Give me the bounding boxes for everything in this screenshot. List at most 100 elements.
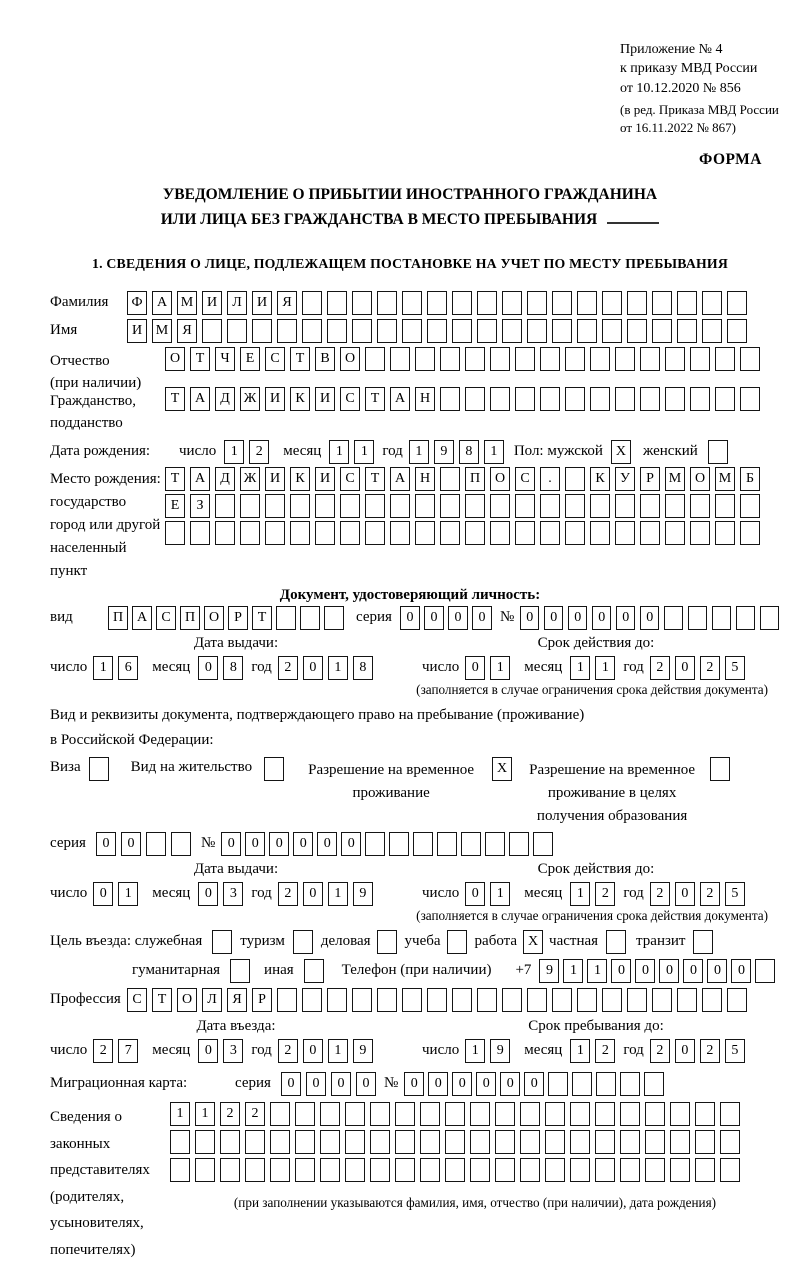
char-cell[interactable]: 0	[305, 1072, 326, 1097]
char-cell[interactable]	[390, 494, 410, 519]
char-cell[interactable]	[595, 1158, 615, 1183]
char-cell[interactable]: 0	[95, 832, 116, 857]
char-cell[interactable]: 7	[118, 1039, 139, 1064]
char-cell[interactable]: У	[615, 467, 635, 492]
char-cell[interactable]: 0	[317, 832, 338, 857]
char-cell[interactable]	[365, 494, 385, 519]
char-cell[interactable]: 1	[224, 440, 245, 465]
char-cell[interactable]	[377, 291, 397, 316]
char-cell[interactable]	[240, 521, 260, 546]
char-cell[interactable]	[596, 1072, 617, 1097]
char-cell[interactable]	[437, 832, 458, 857]
char-cell[interactable]	[490, 347, 510, 372]
char-cell[interactable]	[590, 521, 610, 546]
char-cell[interactable]	[345, 1130, 365, 1155]
char-cell[interactable]	[300, 606, 320, 631]
char-cell[interactable]	[736, 606, 756, 631]
char-cell[interactable]	[345, 1158, 365, 1183]
char-cell[interactable]: 0	[635, 959, 656, 984]
char-cell[interactable]: 0	[731, 959, 752, 984]
char-cell[interactable]	[490, 521, 510, 546]
char-cell[interactable]	[377, 319, 397, 344]
char-cell[interactable]	[527, 291, 547, 316]
char-cell[interactable]: 0	[302, 1039, 323, 1064]
char-cell[interactable]	[377, 988, 397, 1013]
char-cell[interactable]	[515, 347, 535, 372]
char-cell[interactable]: 9	[352, 1039, 373, 1064]
char-cell[interactable]	[220, 1130, 240, 1155]
char-cell[interactable]: О	[204, 606, 224, 631]
char-cell[interactable]: 9	[352, 882, 373, 907]
char-cell[interactable]: 8	[223, 656, 244, 681]
char-cell[interactable]: 1	[587, 959, 608, 984]
char-cell[interactable]	[465, 521, 485, 546]
char-cell[interactable]	[292, 930, 313, 955]
char-cell[interactable]: Ч	[215, 347, 235, 372]
char-cell[interactable]: 1	[93, 656, 114, 681]
char-cell[interactable]	[615, 521, 635, 546]
char-cell[interactable]	[390, 347, 410, 372]
char-cell[interactable]	[652, 319, 672, 344]
char-cell[interactable]	[195, 1158, 215, 1183]
char-cell[interactable]	[602, 291, 622, 316]
char-cell[interactable]: 0	[447, 606, 468, 631]
char-cell[interactable]	[652, 988, 672, 1013]
char-cell[interactable]: Б	[740, 467, 760, 492]
char-cell[interactable]	[565, 494, 585, 519]
char-cell[interactable]	[395, 1158, 415, 1183]
char-cell[interactable]	[215, 494, 235, 519]
char-cell[interactable]: 0	[293, 832, 314, 857]
char-cell[interactable]	[490, 387, 510, 412]
char-cell[interactable]: 1	[570, 882, 591, 907]
char-cell[interactable]: Т	[190, 347, 210, 372]
char-cell[interactable]	[645, 1130, 665, 1155]
char-cell[interactable]	[740, 387, 760, 412]
char-cell[interactable]	[440, 521, 460, 546]
char-cell[interactable]	[445, 1158, 465, 1183]
char-cell[interactable]: И	[252, 291, 272, 316]
char-cell[interactable]	[370, 1130, 390, 1155]
char-cell[interactable]: М	[665, 467, 685, 492]
char-cell[interactable]: 0	[245, 832, 266, 857]
char-cell[interactable]: 2	[699, 882, 720, 907]
char-cell[interactable]: 2	[699, 1039, 720, 1064]
char-cell[interactable]: 0	[683, 959, 704, 984]
char-cell[interactable]: Р	[640, 467, 660, 492]
char-cell[interactable]: А	[390, 467, 410, 492]
char-cell[interactable]: 0	[120, 832, 141, 857]
char-cell[interactable]: 1	[329, 440, 350, 465]
char-cell[interactable]	[303, 959, 324, 984]
char-cell[interactable]	[552, 988, 572, 1013]
char-cell[interactable]: Л	[227, 291, 247, 316]
char-cell[interactable]	[415, 347, 435, 372]
char-cell[interactable]: 0	[399, 606, 420, 631]
char-cell[interactable]: X	[523, 930, 544, 955]
char-cell[interactable]: А	[390, 387, 410, 412]
char-cell[interactable]: 0	[465, 656, 486, 681]
char-cell[interactable]	[390, 521, 410, 546]
char-cell[interactable]	[615, 494, 635, 519]
char-cell[interactable]	[302, 319, 322, 344]
char-cell[interactable]: 0	[341, 832, 362, 857]
char-cell[interactable]: Р	[228, 606, 248, 631]
char-cell[interactable]	[688, 606, 708, 631]
char-cell[interactable]	[590, 387, 610, 412]
char-cell[interactable]: 5	[724, 1039, 745, 1064]
char-cell[interactable]: С	[127, 988, 147, 1013]
char-cell[interactable]: С	[340, 387, 360, 412]
char-cell[interactable]	[545, 1130, 565, 1155]
char-cell[interactable]	[565, 387, 585, 412]
char-cell[interactable]	[495, 1158, 515, 1183]
char-cell[interactable]	[665, 347, 685, 372]
char-cell[interactable]: Ф	[127, 291, 147, 316]
char-cell[interactable]: 2	[277, 1039, 298, 1064]
char-cell[interactable]	[715, 521, 735, 546]
char-cell[interactable]: 0	[674, 656, 695, 681]
char-cell[interactable]	[565, 347, 585, 372]
char-cell[interactable]: 2	[277, 656, 298, 681]
char-cell[interactable]	[420, 1102, 440, 1127]
char-cell[interactable]: С	[265, 347, 285, 372]
char-cell[interactable]	[565, 521, 585, 546]
char-cell[interactable]: 1	[570, 1039, 591, 1064]
char-cell[interactable]	[577, 988, 597, 1013]
